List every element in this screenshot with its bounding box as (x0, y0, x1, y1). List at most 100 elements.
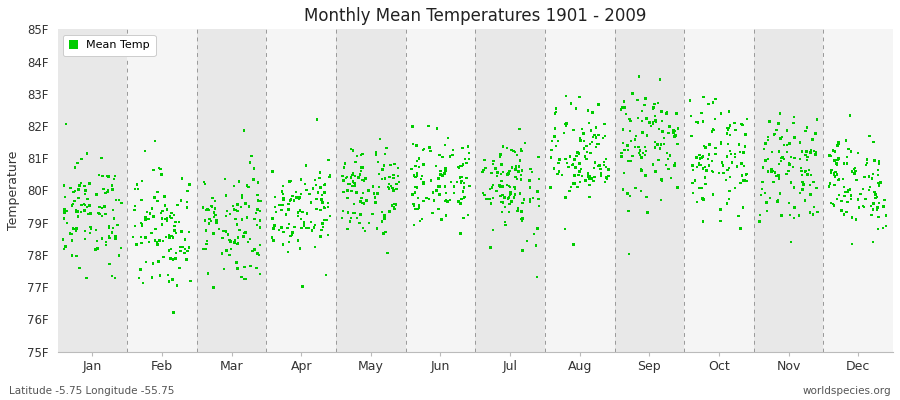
Bar (544, 29, 615, 352)
Point (349, 189, 364, 196)
Point (294, 216, 309, 222)
Point (269, 209, 284, 215)
Point (572, 94, 587, 100)
Point (564, 100, 579, 107)
Point (106, 225, 121, 231)
Point (58, 243, 73, 250)
Point (182, 229, 196, 236)
Point (598, 121, 612, 127)
Point (205, 203, 220, 210)
Point (634, 154, 649, 161)
Point (356, 164, 370, 171)
Point (774, 158, 788, 164)
Point (369, 149, 383, 156)
Point (175, 228, 189, 235)
Point (784, 239, 798, 245)
Point (574, 166, 589, 172)
Point (292, 246, 307, 252)
Point (267, 222, 282, 228)
Point (696, 153, 710, 160)
Point (573, 135, 588, 141)
Point (847, 171, 861, 177)
Point (313, 184, 328, 190)
Point (377, 212, 392, 218)
Point (517, 196, 531, 203)
Point (587, 164, 601, 171)
Point (247, 165, 261, 172)
Point (177, 250, 192, 256)
Point (737, 177, 751, 183)
Point (841, 189, 855, 195)
Point (503, 191, 517, 198)
Point (686, 162, 700, 169)
Point (201, 206, 215, 213)
Point (216, 228, 230, 234)
Point (155, 215, 169, 222)
Point (348, 159, 363, 165)
Point (426, 190, 440, 196)
Point (367, 190, 382, 197)
Point (377, 216, 392, 222)
Point (508, 149, 522, 156)
Point (768, 131, 782, 137)
Point (771, 197, 786, 204)
Point (107, 215, 122, 222)
Point (690, 119, 705, 126)
Point (341, 181, 356, 187)
Point (627, 136, 642, 143)
Point (417, 161, 431, 168)
Point (214, 250, 229, 257)
Point (304, 218, 319, 225)
Point (564, 184, 579, 190)
Point (582, 194, 597, 200)
Point (871, 200, 886, 206)
Point (735, 204, 750, 211)
Point (162, 234, 176, 241)
Point (866, 206, 880, 213)
Point (165, 210, 179, 216)
Point (568, 180, 582, 186)
Point (159, 206, 174, 212)
Point (276, 183, 291, 190)
Point (772, 175, 787, 182)
Point (566, 241, 580, 248)
Point (274, 207, 289, 213)
Point (132, 275, 147, 281)
Point (860, 160, 875, 166)
Point (279, 211, 293, 218)
Point (199, 241, 213, 247)
Point (795, 148, 809, 155)
Point (720, 154, 734, 160)
Point (502, 184, 517, 190)
Point (849, 216, 863, 223)
Point (647, 101, 662, 107)
Point (297, 220, 311, 226)
Point (770, 127, 784, 133)
Point (71, 194, 86, 201)
Point (714, 206, 728, 213)
Point (624, 118, 638, 124)
Point (620, 142, 634, 149)
Point (779, 142, 794, 148)
Point (737, 163, 751, 170)
Point (617, 147, 632, 153)
Point (486, 182, 500, 188)
Point (544, 154, 558, 161)
Point (353, 172, 367, 178)
Point (626, 90, 640, 96)
Point (840, 209, 854, 215)
Point (689, 119, 704, 125)
Point (417, 180, 431, 187)
Point (427, 198, 441, 204)
Point (275, 242, 290, 248)
Point (106, 206, 121, 213)
Point (652, 76, 667, 83)
Point (699, 168, 714, 174)
Point (497, 194, 511, 201)
Point (508, 174, 523, 180)
Point (493, 153, 508, 160)
Point (573, 178, 588, 185)
Point (787, 120, 801, 126)
Point (158, 216, 173, 222)
Point (616, 126, 630, 132)
